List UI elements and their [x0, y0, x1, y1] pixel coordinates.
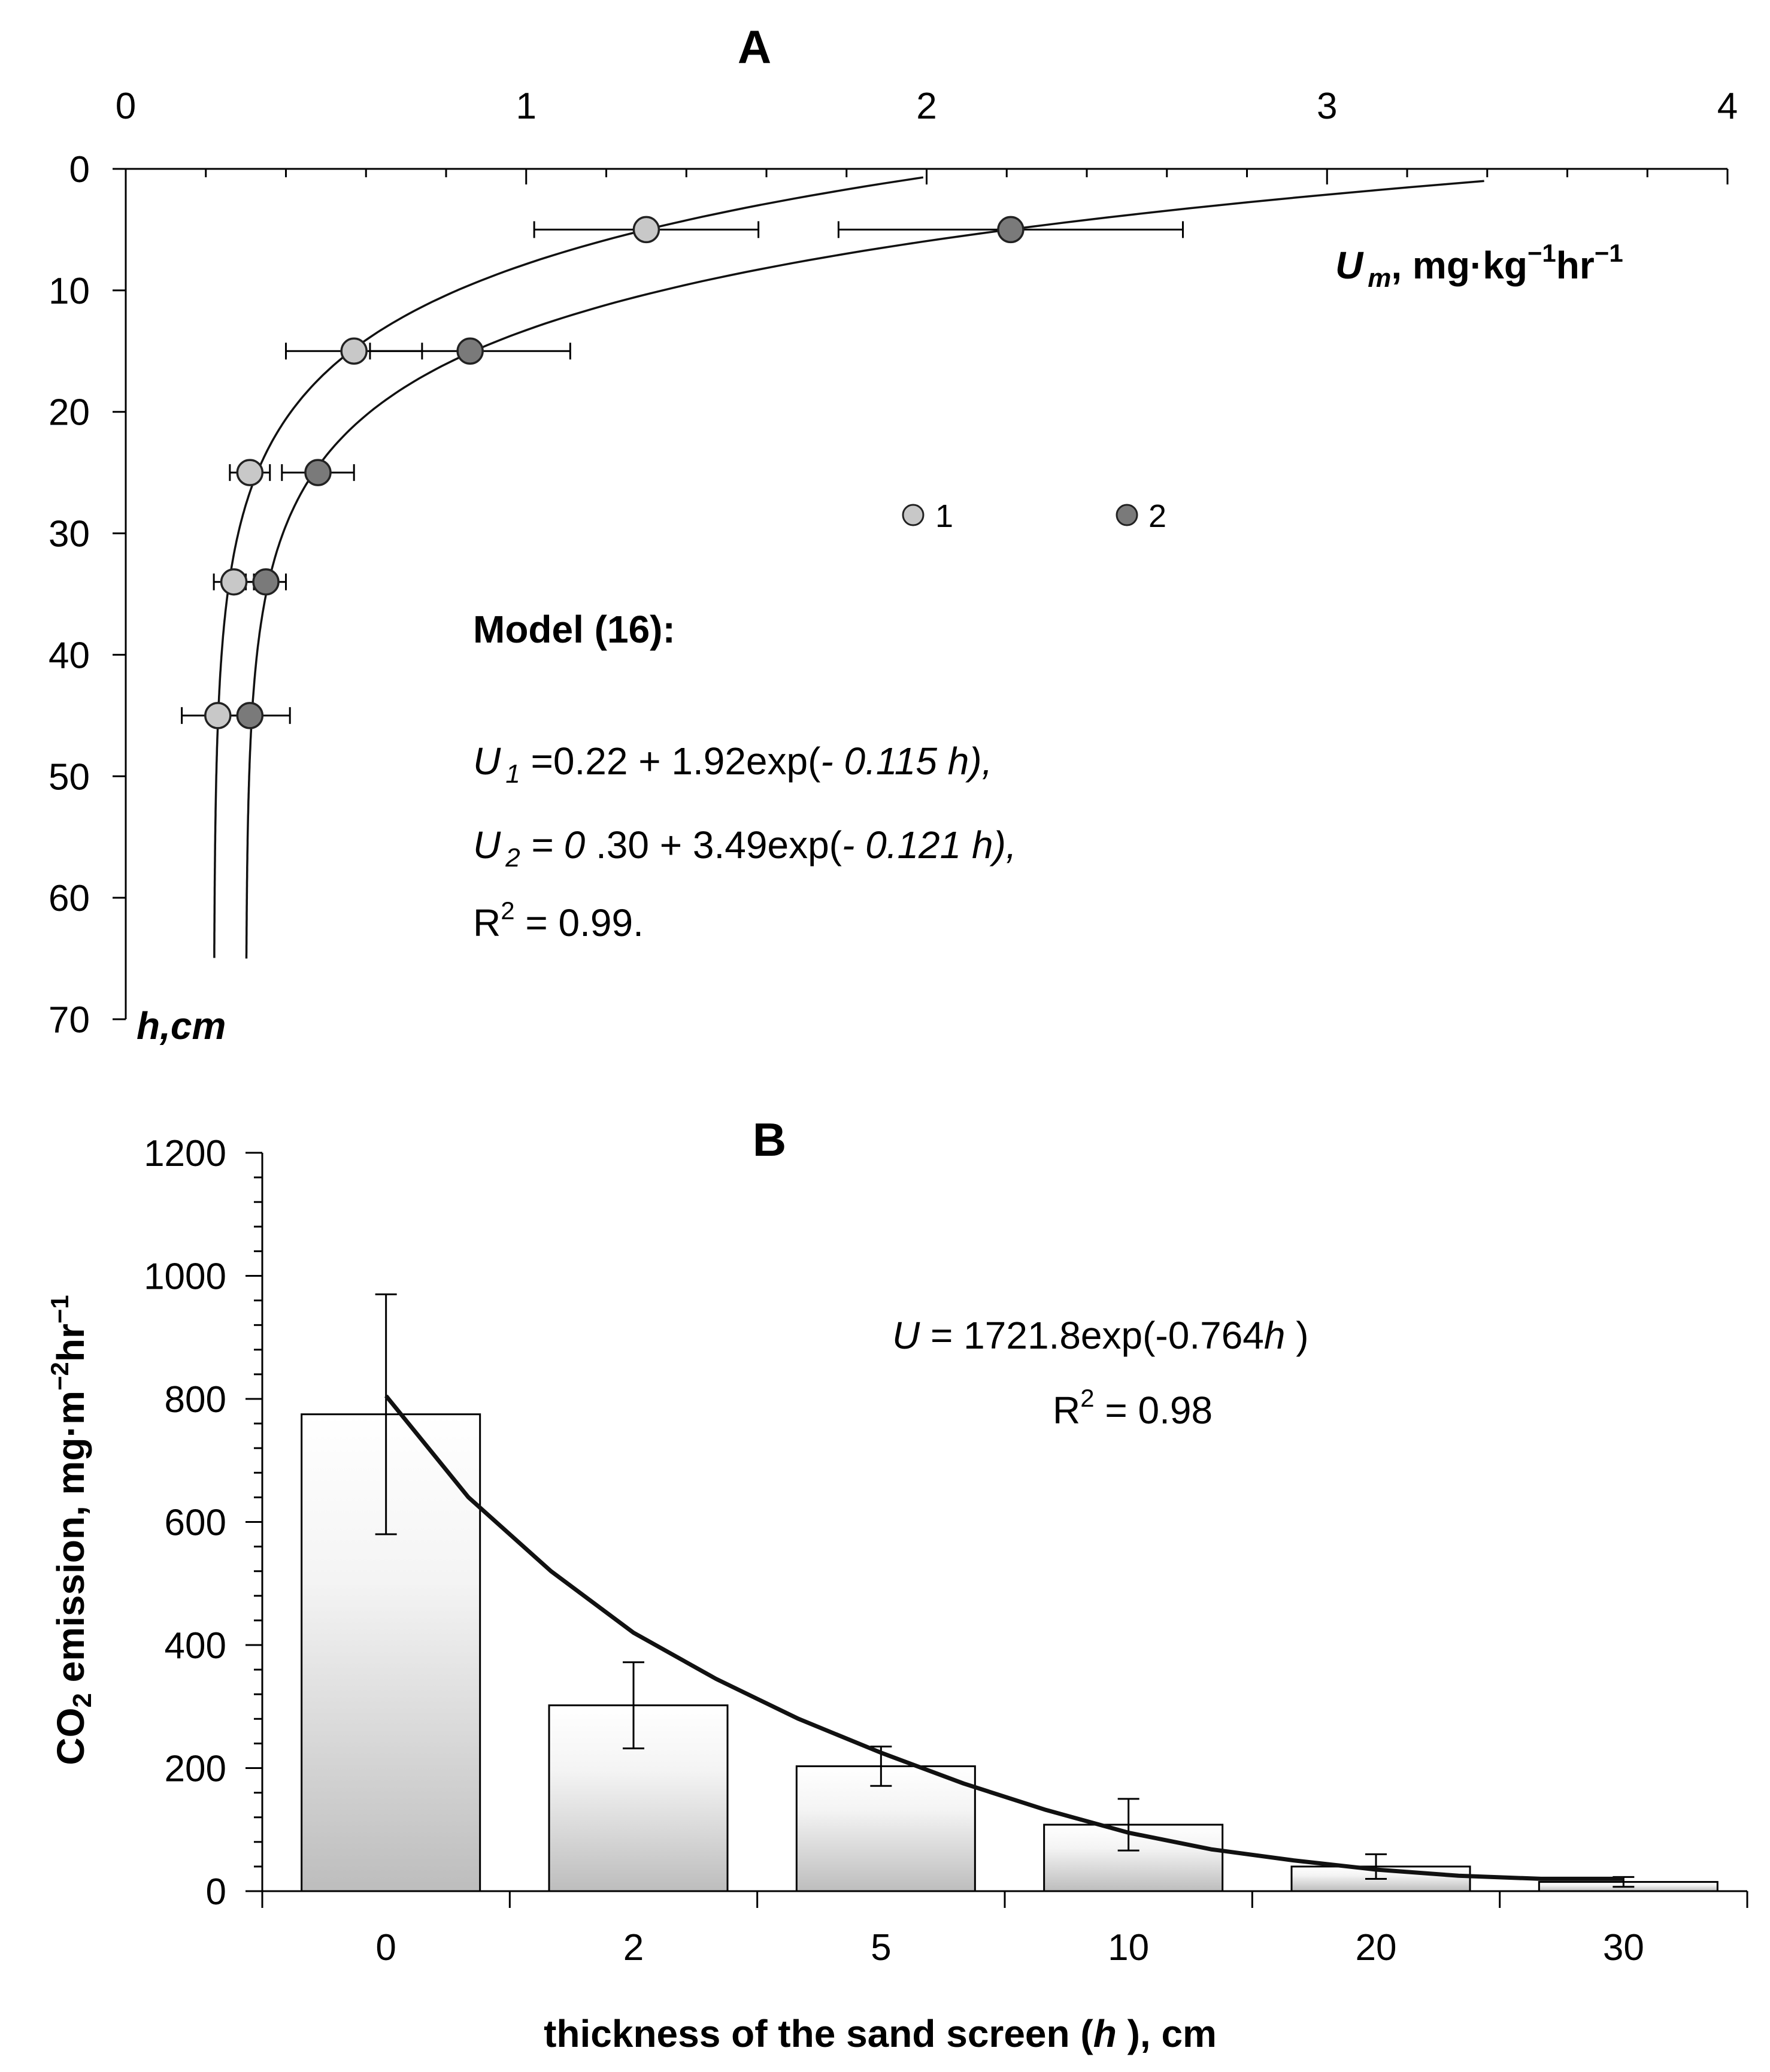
b-x-tick-label: 20 — [1356, 1927, 1397, 1968]
a-y-tick-label: 50 — [49, 756, 90, 798]
a-x-tick-label: 4 — [1717, 86, 1738, 127]
a-x-tick-label: 0 — [116, 86, 136, 127]
model-r-squared: R2 = 0.99. — [473, 896, 644, 944]
fit-r-squared: R2 = 0.98 — [1053, 1384, 1213, 1432]
a-x-tick-label: 1 — [516, 86, 537, 127]
fit-equation: U = 1721.8exp(-0.764h ) — [892, 1314, 1309, 1357]
b-x-tick-label: 2 — [623, 1927, 644, 1968]
panel-b-y-axis-title: CO2 emission, mg·m−2hr−1 — [46, 1295, 97, 1765]
legend-label-1: 1 — [935, 498, 953, 534]
a-y-tick-label: 60 — [49, 878, 90, 919]
b-y-tick-label: 1200 — [144, 1133, 226, 1174]
a-y-tick-label: 30 — [49, 514, 90, 555]
panel-a-y-axis-title: h,cm — [137, 1004, 226, 1047]
a-model-curve-1 — [213, 176, 924, 958]
b-x-tick-label: 0 — [375, 1927, 396, 1968]
a-x-tick-label: 2 — [916, 86, 936, 127]
b-bar-2 — [548, 1704, 729, 1892]
panel-b-error-bars — [375, 1293, 1635, 1888]
b-y-tick-label: 0 — [206, 1871, 226, 1913]
b-bar-0 — [301, 1413, 481, 1892]
a-x-tick-label: 3 — [1317, 86, 1337, 127]
a-point-series-1 — [632, 216, 660, 244]
a-y-tick-label: 20 — [49, 392, 90, 434]
a-point-series-1 — [204, 702, 232, 729]
b-bar-5 — [795, 1765, 976, 1892]
a-point-series-2 — [304, 459, 332, 486]
a-point-series-1 — [236, 459, 264, 486]
b-fit-curve-line — [384, 1394, 1624, 1881]
panel-b-title: B — [753, 1113, 786, 1166]
panel-a-data-points — [204, 216, 1025, 729]
a-y-tick-label: 70 — [49, 999, 90, 1041]
b-y-tick-label: 400 — [165, 1625, 226, 1667]
a-point-series-2 — [252, 568, 280, 596]
b-y-tick-label: 200 — [165, 1749, 226, 1790]
b-y-tick-label: 1000 — [144, 1256, 226, 1298]
b-x-tick-label: 10 — [1108, 1927, 1149, 1968]
b-x-tick-label: 30 — [1603, 1927, 1644, 1968]
a-y-tick-label: 10 — [49, 271, 90, 312]
a-point-series-2 — [456, 337, 484, 365]
legend-marker-1 — [902, 504, 925, 526]
panel-b-bars — [301, 1413, 1719, 1892]
model-heading: Model (16): — [473, 608, 675, 651]
panel-a-title: A — [738, 20, 771, 73]
a-point-series-2 — [236, 702, 264, 729]
legend-label-2: 2 — [1148, 498, 1166, 534]
a-y-tick-label: 40 — [49, 635, 90, 676]
a-point-series-2 — [997, 216, 1025, 244]
legend-marker-2 — [1116, 504, 1138, 526]
panel-b-fit-annotation: U = 1721.8exp(-0.764h ) R2 = 0.98 — [892, 1314, 1309, 1432]
panel-a-error-bars — [181, 221, 1184, 724]
b-y-tick-label: 800 — [165, 1379, 226, 1420]
a-point-series-1 — [340, 337, 368, 365]
a-y-tick-label: 0 — [69, 149, 90, 190]
panel-b-x-axis-title: thickness of the sand screen (h ), cm — [544, 2012, 1217, 2055]
panel-a-legend: 1 2 — [902, 498, 1166, 534]
panel-b-fit-curve — [384, 1394, 1624, 1881]
panel-b: B 0 200 400 600 800 1000 1200 0 2 5 10 20 30 thickne… — [46, 1113, 1748, 2055]
a-point-series-1 — [220, 568, 248, 596]
b-y-tick-label: 600 — [165, 1502, 226, 1544]
b-x-tick-label: 5 — [871, 1927, 891, 1968]
panel-b-axes: 0 200 400 600 800 1000 1200 0 2 5 10 20 30 — [144, 1133, 1748, 1968]
